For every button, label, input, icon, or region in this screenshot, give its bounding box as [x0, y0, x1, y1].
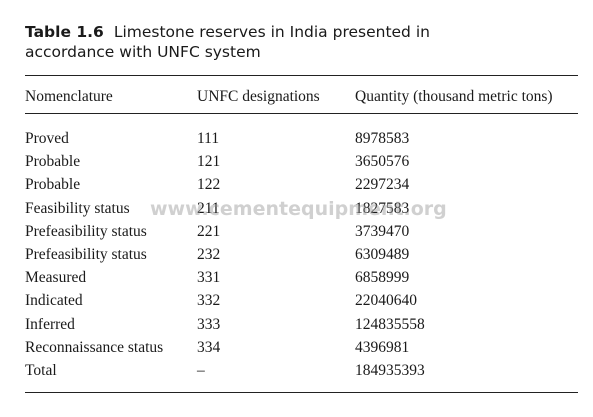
table-cell: Prefeasibility status: [25, 246, 147, 263]
header-cell: Nomenclature: [25, 88, 113, 105]
table-cell: 1827583: [355, 199, 410, 217]
table-cell: Probable: [25, 176, 81, 194]
table-cell: –: [197, 362, 205, 379]
table-cell: Prefeasibility status: [25, 222, 147, 240]
caption-label: Table 1.6: [25, 23, 104, 41]
table-cell: 122: [197, 176, 221, 194]
header-cell: UNFC designations: [197, 88, 320, 105]
table-cell: 2297234: [355, 176, 410, 194]
table-cell: 221: [197, 222, 221, 240]
table-cell: 331: [197, 269, 221, 287]
table-cell: 6309489: [355, 246, 410, 263]
top-rule: [25, 75, 578, 76]
table-cell: Feasibility status: [25, 199, 130, 217]
table-cell: 332: [197, 292, 221, 310]
caption: Table 1.6 Limestone reserves in India pre…: [25, 22, 505, 62]
caption-text: Limestone reserves in India presented in…: [25, 23, 430, 61]
watermark: www.cementequipment.org: [150, 198, 447, 220]
table-cell: 232: [197, 246, 221, 263]
table-cell: Measured: [25, 269, 87, 287]
table-cell: 6858999: [355, 269, 410, 287]
table-cell: 121: [197, 153, 221, 171]
table-cell: Reconnaissance status: [25, 338, 164, 356]
header-cell: Quantity (thousand metric tons): [355, 88, 553, 105]
table-cell: 3739470: [355, 222, 410, 240]
table-cell: Proved: [25, 130, 69, 147]
table-cell: 22040640: [355, 292, 417, 310]
table-cell: 211: [197, 199, 220, 217]
bottom-rule: [25, 392, 578, 393]
table-cell: Total: [25, 362, 57, 379]
table-cell: 333: [197, 315, 221, 333]
table-cell: 111: [197, 130, 220, 147]
table-cell: 8978583: [355, 130, 410, 147]
table-cell: 4396981: [355, 338, 410, 356]
table-cell: Indicated: [25, 292, 83, 310]
table-cell: 3650576: [355, 153, 410, 171]
table-cell: 334: [197, 338, 221, 356]
table-cell: 124835558: [355, 315, 425, 333]
header-rule: [25, 113, 578, 114]
table-cell: Inferred: [25, 315, 75, 333]
table-cell: Probable: [25, 153, 81, 171]
table-cell: 184935393: [355, 362, 425, 379]
